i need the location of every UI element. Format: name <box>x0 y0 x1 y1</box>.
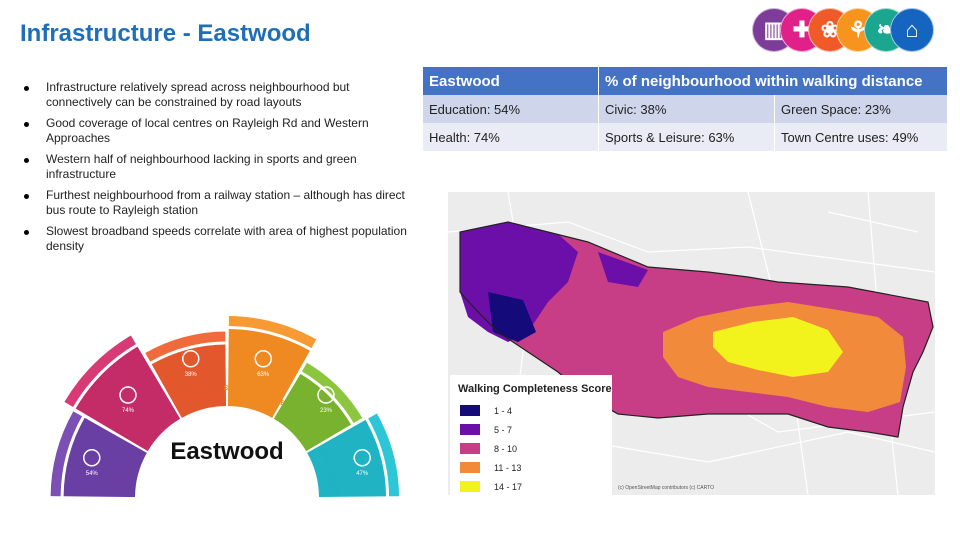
dial-icon <box>83 449 101 467</box>
legend-label: 14 - 17 <box>494 481 523 492</box>
dial-segment-outer <box>64 335 136 407</box>
dial-segment-outer <box>301 362 363 424</box>
table-cell: Education: 54% <box>423 95 599 123</box>
dial-segment-outer <box>50 411 83 497</box>
page-title: Infrastructure - Eastwood <box>20 20 311 47</box>
dial-segment-value: 74% <box>122 408 135 414</box>
dial-segment-outer <box>228 316 317 349</box>
dial-icon <box>353 449 371 467</box>
dial-segment <box>273 373 352 452</box>
region-low <box>460 222 578 342</box>
legend-swatch <box>460 405 480 416</box>
dial-segment-outer <box>368 413 400 497</box>
bullet-item: Furthest neighbourhood from a railway st… <box>18 188 408 218</box>
dial-segment <box>227 329 310 418</box>
dial-segment-value: 38% <box>185 372 198 378</box>
neighbourhood-boundary <box>459 221 934 438</box>
legend-item: 11 - 13 <box>460 458 612 477</box>
table-cell: Green Space: 23% <box>774 95 948 123</box>
table-cell: Sports & Leisure: 63% <box>598 123 775 151</box>
table-row: Health: 74% Sports & Leisure: 63% Town C… <box>423 123 948 151</box>
dial-segment-value: 63% <box>257 372 270 378</box>
region-lowest <box>488 292 536 342</box>
legend-swatch <box>460 481 480 492</box>
legend-title: Walking Completeness Score <box>458 383 612 395</box>
bullet-item: Slowest broadband speeds correlate with … <box>18 224 408 254</box>
legend-swatch <box>460 424 480 435</box>
legend-swatch <box>460 462 480 473</box>
dial-center-label: Eastwood <box>170 438 283 465</box>
table-cell: Town Centre uses: 49% <box>774 123 948 151</box>
dial-segment <box>75 346 181 452</box>
bullet-item: Good coverage of local centres on Raylei… <box>18 116 408 146</box>
legend-swatch <box>460 443 480 454</box>
walking-distance-table: Eastwood % of neighbourhood within walki… <box>423 67 948 151</box>
legend-item: 14 - 17 <box>460 477 612 496</box>
dial-segment-outer <box>145 331 226 362</box>
legend-label: 1 - 4 <box>494 405 513 416</box>
dial-segment-label: CIVIC <box>190 390 210 402</box>
bullet-list: Infrastructure relatively spread across … <box>18 80 408 260</box>
table-row: Education: 54% Civic: 38% Green Space: 2… <box>423 95 948 123</box>
table-header-metric: % of neighbourhood within walking distan… <box>598 67 948 95</box>
bullet-item: Western half of neighbourhood lacking in… <box>18 152 408 182</box>
legend-label: 8 - 10 <box>494 443 518 454</box>
table-cell: Health: 74% <box>423 123 599 151</box>
dial-segment <box>307 419 387 498</box>
dial-icon <box>182 350 200 368</box>
dial-segment-value: 23% <box>320 408 333 414</box>
theme-logos: ▥ ✚ ❀ ⚘ ❧ ⌂ <box>752 8 934 52</box>
dial-icon <box>119 386 137 404</box>
table-cell: Civic: 38% <box>598 95 775 123</box>
region-highest <box>713 317 843 377</box>
bullet-item: Infrastructure relatively spread across … <box>18 80 408 110</box>
dial-icon <box>254 350 272 368</box>
dial-icon <box>317 386 335 404</box>
legend-item: 5 - 7 <box>460 420 612 439</box>
map-legend: Walking Completeness Score 1 - 4 5 - 7 8… <box>450 375 612 495</box>
dial-segment-value: 54% <box>86 471 99 477</box>
legend-label: 11 - 13 <box>494 462 522 473</box>
town-centre-icon: ⌂ <box>890 8 934 52</box>
dial-segment <box>63 417 147 498</box>
legend-item: 1 - 4 <box>460 401 612 420</box>
map-attribution: (c) OpenStreetMap contributors (c) CARTO <box>618 485 714 491</box>
region-low-b <box>598 252 648 287</box>
dial-segment-value: 47% <box>356 471 369 477</box>
legend-item: 8 - 10 <box>460 439 612 458</box>
table-header-area: Eastwood <box>423 67 599 95</box>
legend-label: 5 - 7 <box>494 424 513 435</box>
dial-segment <box>151 344 227 418</box>
infrastructure-dial: EDUCATION 54% HEALTH 74% CIVIC 38% SPORT & LEI… <box>20 290 440 510</box>
